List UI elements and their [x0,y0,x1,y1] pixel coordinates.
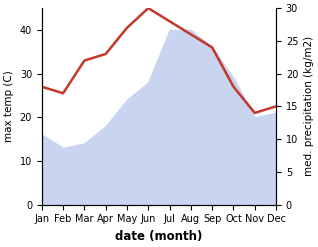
X-axis label: date (month): date (month) [115,230,203,243]
Y-axis label: max temp (C): max temp (C) [4,70,14,142]
Y-axis label: med. precipitation (kg/m2): med. precipitation (kg/m2) [304,36,314,176]
